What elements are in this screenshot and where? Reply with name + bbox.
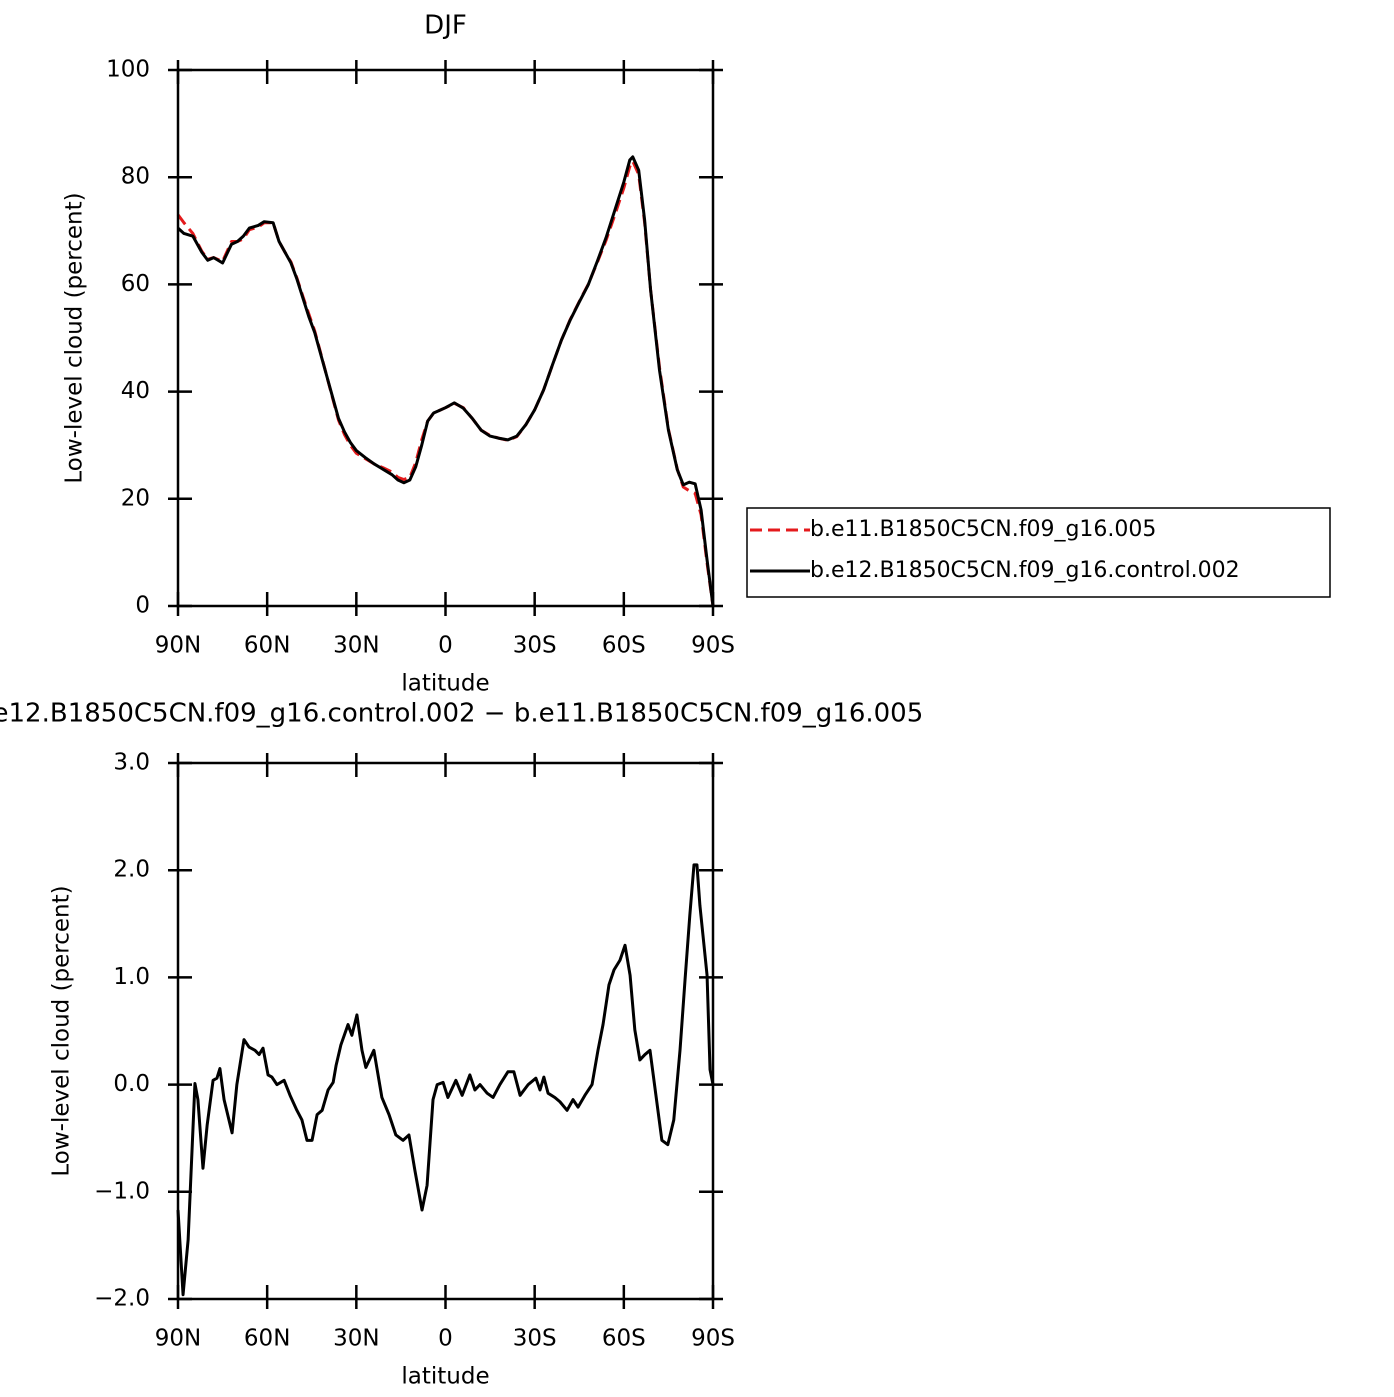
x-tick-label: 30S <box>513 633 557 659</box>
x-tick-label: 30N <box>333 633 379 659</box>
x-tick-label: 90S <box>691 633 735 659</box>
y-tick-label: −2.0 <box>94 1286 150 1312</box>
plot-frame <box>176 761 715 1301</box>
x-tick-label: 0 <box>438 633 453 659</box>
data-line <box>176 863 715 1297</box>
y-tick-label: −1.0 <box>94 1178 150 1204</box>
legend-label: b.e11.B1850C5CN.f09_g16.005 <box>810 517 1156 542</box>
y-tick-label: 20 <box>121 485 150 511</box>
y-tick-label: 40 <box>121 378 150 404</box>
y-tick-label: 100 <box>106 57 150 83</box>
y-tick-label: 1.0 <box>113 964 150 990</box>
y-tick-label: 80 <box>121 164 150 190</box>
y-tick-label: 3.0 <box>113 750 150 776</box>
y-tick-label: 0.0 <box>113 1071 150 1097</box>
legend-box <box>746 507 1331 598</box>
x-tick-label: 0 <box>438 1326 453 1352</box>
x-tick-label: 60N <box>244 1326 290 1352</box>
data-line <box>176 159 715 607</box>
x-tick-label: 30S <box>513 1326 557 1352</box>
y-tick-label: 0 <box>135 593 150 619</box>
x-tick-label: 60S <box>602 633 646 659</box>
x-tick-label: 90N <box>155 1326 201 1352</box>
y-axis-label: Low-level cloud (percent) <box>49 885 75 1176</box>
chart-title: DJF <box>424 11 467 41</box>
y-axis-label: Low-level cloud (percent) <box>62 192 88 483</box>
x-axis-label: latitude <box>401 1364 489 1390</box>
chart-title: b.e12.B1850C5CN.f09_g16.control.002 − b.… <box>0 699 923 729</box>
plot-frame <box>176 68 715 608</box>
x-tick-label: 90S <box>691 1326 735 1352</box>
x-tick-label: 90N <box>155 633 201 659</box>
x-tick-label: 30N <box>333 1326 379 1352</box>
x-tick-label: 60N <box>244 633 290 659</box>
data-line <box>176 155 715 607</box>
x-axis-label: latitude <box>401 671 489 697</box>
x-tick-label: 60S <box>602 1326 646 1352</box>
legend-label: b.e12.B1850C5CN.f09_g16.control.002 <box>810 558 1240 583</box>
y-tick-label: 2.0 <box>113 857 150 883</box>
y-tick-label: 60 <box>121 271 150 297</box>
